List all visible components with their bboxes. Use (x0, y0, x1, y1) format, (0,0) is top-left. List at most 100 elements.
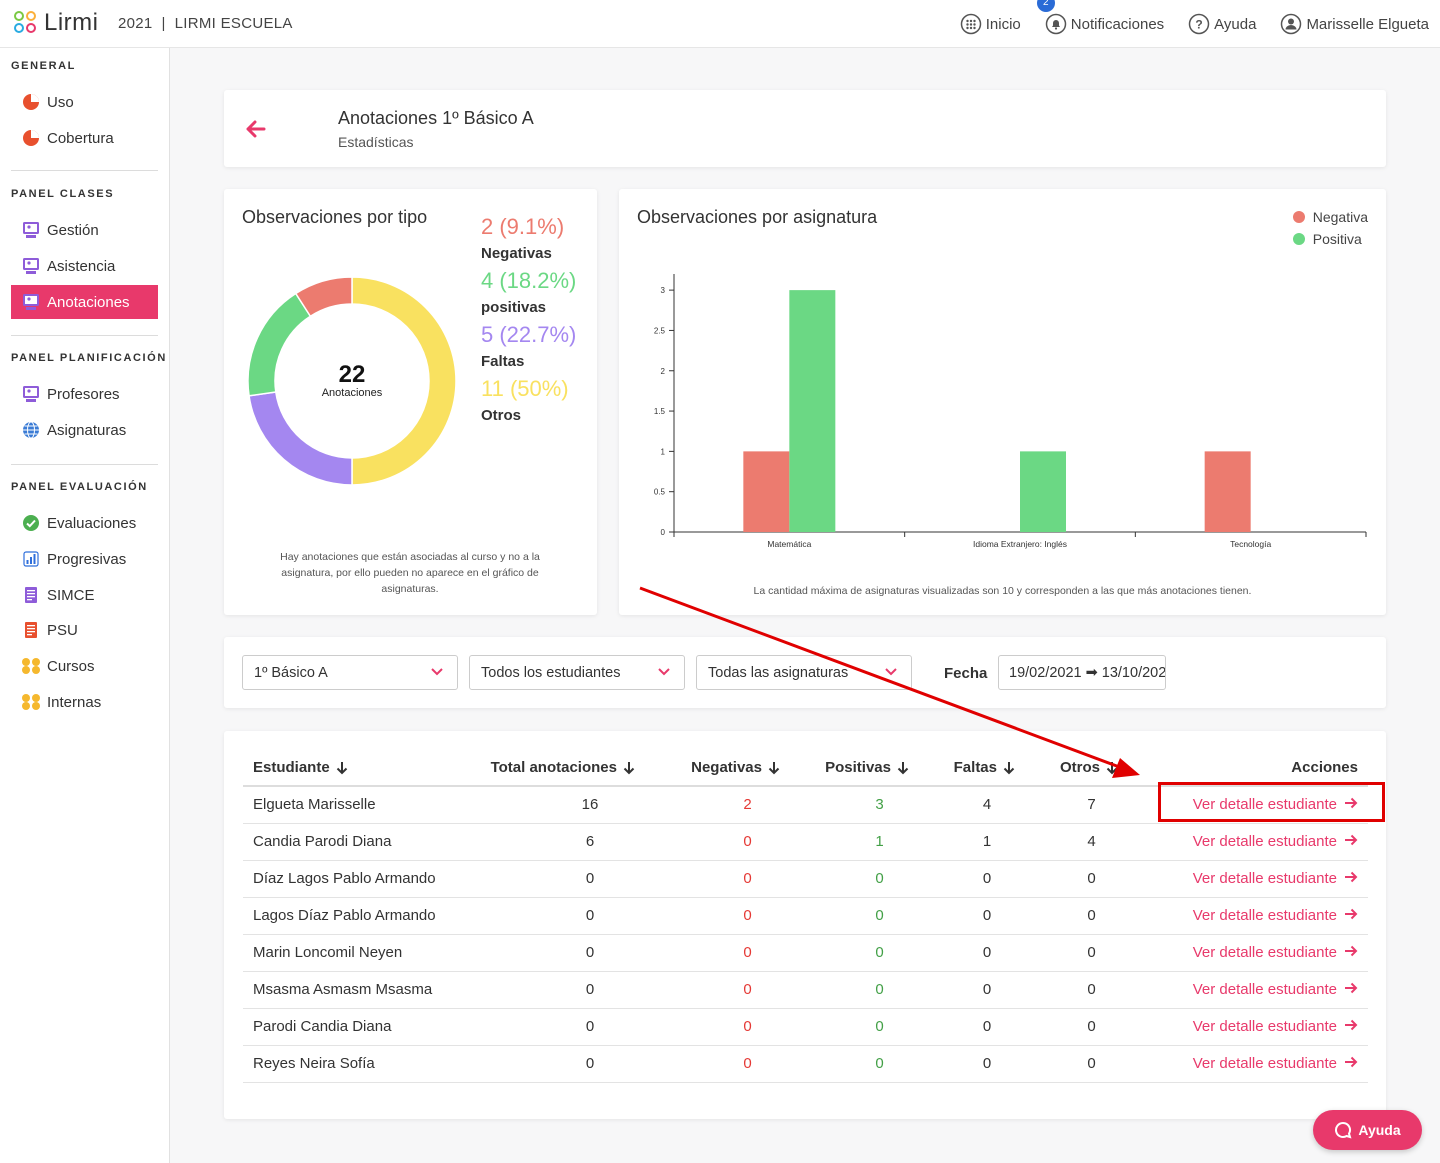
sort-arrow-icon (336, 761, 347, 774)
lirmi-logo[interactable]: Lirmi (12, 9, 99, 37)
ver-detalle-link[interactable]: Ver detalle estudiante (1193, 1055, 1358, 1072)
sidebar-divider (11, 464, 158, 465)
bar-chart: 0 0.5 1 1.5 2 2.5 3 Matemática Idioma Extranjero… (654, 274, 1367, 549)
legend-dot-positiva (1292, 233, 1305, 245)
table-row: Elgueta Marisselle 16 2 3 4 7 Ver detalle estu… (243, 786, 1368, 824)
table-header-row: Estudiante Total anotaciones Negativas P… (243, 749, 1368, 787)
cell-positivas: 0 (790, 934, 919, 972)
asignaturas-select-value: Todas las asignaturas (708, 664, 849, 681)
ver-detalle-label: Ver detalle estudiante (1192, 1018, 1337, 1035)
globe-icon (21, 420, 41, 440)
sidebar-item-cobertura[interactable]: Cobertura (11, 121, 158, 155)
help-floating-button[interactable]: Ayuda (1313, 1110, 1422, 1150)
cell-faltas: 0 (919, 971, 1025, 1009)
asignatura-note: La cantidad máxima de asignaturas visual… (753, 585, 1252, 597)
ver-detalle-link[interactable]: Ver detalle estudiante (1193, 1018, 1358, 1035)
cell-acciones: Ver detalle estudiante (1128, 786, 1368, 824)
ver-detalle-link[interactable]: Ver detalle estudiante (1193, 870, 1358, 887)
cell-estudiante: Marin Loncomil Neyen (243, 934, 475, 972)
cell-otros: 4 (1025, 823, 1128, 861)
ver-detalle-link[interactable]: Ver detalle estudiante (1193, 833, 1358, 850)
sidebar-item-progresivas[interactable]: Progresivas (11, 542, 158, 576)
col-total[interactable]: Total anotaciones (475, 749, 645, 787)
cell-total: 0 (475, 1045, 645, 1083)
cell-acciones: Ver detalle estudiante (1128, 1008, 1368, 1046)
back-arrow-icon[interactable] (244, 116, 266, 147)
cell-positivas: 0 (790, 1008, 919, 1046)
ver-detalle-label: Ver detalle estudiante (1192, 944, 1337, 961)
document-icon (21, 620, 41, 640)
group-icon (21, 692, 41, 712)
fecha-range-input[interactable]: 19/02/2021 ➡ 13/10/2021 (998, 655, 1166, 690)
tipo-legend: 2 (9.1%) Negativas 4 (18.2%) positivas 5… (481, 211, 591, 427)
tipo-note: Hay anotaciones que están asociadas al c… (280, 551, 540, 595)
col-otros[interactable]: Otros (1025, 749, 1128, 787)
sidebar-item-label: Anotaciones (47, 293, 130, 311)
sidebar-item-simce[interactable]: SIMCE (11, 578, 158, 612)
nav-inicio[interactable]: Inicio (960, 13, 1021, 35)
cell-faltas: 1 (919, 823, 1025, 861)
ver-detalle-link[interactable]: Ver detalle estudiante (1193, 907, 1358, 924)
x-tick-label: Tecnología (1230, 539, 1271, 549)
curso-select[interactable]: 1º Básico A (242, 655, 458, 690)
sidebar-item-psu[interactable]: PSU (11, 613, 158, 647)
arrow-right-icon (1345, 908, 1358, 920)
cell-estudiante: Reyes Neira Sofía (243, 1045, 475, 1083)
cell-otros: 0 (1025, 897, 1128, 935)
classroom-icon (21, 292, 41, 312)
sidebar-item-anotaciones[interactable]: Anotaciones (11, 285, 158, 319)
sidebar-item-asistencia[interactable]: Asistencia (11, 249, 158, 283)
cell-otros: 0 (1025, 860, 1128, 898)
estudiantes-select[interactable]: Todos los estudiantes (469, 655, 685, 690)
y-tick-label: 0 (661, 528, 666, 537)
section-panel-clases: PANEL CLASES (11, 188, 115, 200)
cell-estudiante: Díaz Lagos Pablo Armando (243, 860, 475, 898)
sidebar-item-evaluaciones[interactable]: Evaluaciones (11, 506, 158, 540)
sidebar-item-profesores[interactable]: Profesores (11, 377, 158, 411)
asignaturas-select[interactable]: Todas las asignaturas (696, 655, 912, 690)
arrow-right-icon (1345, 982, 1358, 994)
cell-faltas: 4 (919, 786, 1025, 824)
ver-detalle-label: Ver detalle estudiante (1192, 907, 1337, 924)
nav-ayuda[interactable]: ? Ayuda (1188, 13, 1256, 35)
nav-notificaciones[interactable]: 2 Notificaciones (1036, 0, 1164, 35)
sidebar-item-label: PSU (47, 621, 78, 639)
sidebar-item-internas[interactable]: Internas (11, 685, 158, 719)
sidebar-item-gestion[interactable]: Gestión (11, 213, 158, 247)
ver-detalle-link[interactable]: Ver detalle estudiante (1193, 944, 1358, 961)
cell-negativas: 0 (645, 823, 790, 861)
top-bar: Lirmi 2021 | LIRMI ESCUELA Inicio 2 Noti… (0, 0, 1440, 48)
sidebar-item-uso[interactable]: Uso (11, 85, 158, 119)
chevron-down-icon (658, 668, 670, 676)
chevron-down-icon (885, 668, 897, 676)
tipo-card: Observaciones por tipo 22 Anotaciones 2 … (224, 189, 597, 615)
top-nav: Inicio 2 Notificaciones ? Ayuda Marissel… (936, 0, 1429, 48)
school-context: 2021 | LIRMI ESCUELA (118, 15, 293, 32)
sidebar-item-asignaturas[interactable]: Asignaturas (11, 413, 158, 447)
sidebar-item-label: Cobertura (47, 129, 114, 147)
legend-positiva: Positiva (1292, 231, 1368, 247)
grid-icon (960, 13, 981, 35)
col-faltas[interactable]: Faltas (919, 749, 1025, 787)
sidebar-divider (11, 335, 158, 336)
legend-name-positivas: positivas (481, 299, 547, 316)
nav-user[interactable]: Marisselle Elgueta (1280, 13, 1429, 35)
cell-negativas: 0 (645, 860, 790, 898)
arrow-right-icon (1345, 1056, 1358, 1068)
ver-detalle-link[interactable]: Ver detalle estudiante (1193, 796, 1358, 813)
cell-negativas: 2 (645, 786, 790, 824)
sidebar-item-label: Cursos (47, 657, 95, 675)
sidebar-item-label: Evaluaciones (47, 514, 137, 532)
cell-positivas: 0 (790, 860, 919, 898)
cell-estudiante: Lagos Díaz Pablo Armando (243, 897, 475, 935)
ver-detalle-link[interactable]: Ver detalle estudiante (1193, 981, 1358, 998)
col-positivas[interactable]: Positivas (790, 749, 919, 787)
col-negativas[interactable]: Negativas (645, 749, 790, 787)
col-estudiante[interactable]: Estudiante (243, 749, 475, 787)
cell-faltas: 0 (919, 1045, 1025, 1083)
table-row: Candia Parodi Diana 6 0 1 1 4 Ver detalle estu… (243, 823, 1368, 861)
cell-total: 0 (475, 934, 645, 972)
cell-faltas: 0 (919, 897, 1025, 935)
document-icon (21, 585, 41, 605)
sidebar-item-cursos[interactable]: Cursos (11, 649, 158, 683)
